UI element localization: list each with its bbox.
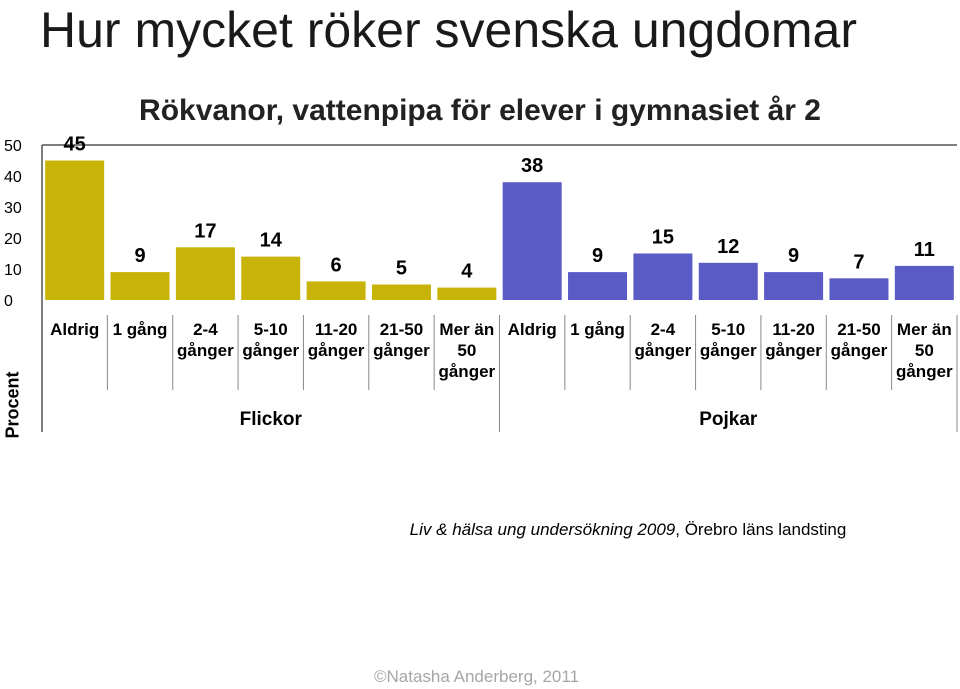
data-label: 45 (64, 134, 86, 156)
x-tick-label: 2-4 (651, 320, 676, 339)
group-label: Pojkar (699, 409, 758, 430)
bar (175, 247, 235, 300)
x-tick-label: gånger (831, 341, 888, 360)
bar (698, 262, 758, 300)
bar (241, 256, 301, 300)
bar (306, 281, 366, 300)
x-tick-label: 11-20 (315, 320, 358, 339)
x-tick-label: gånger (177, 341, 234, 360)
y-tick-label: 40 (4, 169, 22, 186)
x-tick-label: gånger (373, 341, 430, 360)
data-label: 9 (592, 245, 603, 267)
x-tick-label: gånger (896, 362, 953, 381)
bar (829, 278, 889, 300)
source-organization: , Örebro läns landsting (675, 520, 847, 539)
data-label: 14 (260, 230, 283, 252)
bar (437, 287, 497, 300)
data-label: 5 (396, 258, 407, 280)
group-label: Flickor (240, 409, 303, 430)
x-tick-label: gånger (635, 341, 692, 360)
x-tick-label: 5-10 (254, 320, 288, 339)
chart-title: Rökvanor, vattenpipa för elever i gymnas… (139, 94, 821, 127)
bar (568, 272, 628, 300)
data-label: 9 (788, 245, 799, 267)
x-tick-label: gånger (438, 362, 495, 381)
x-tick-label: gånger (308, 341, 365, 360)
data-label: 7 (853, 251, 864, 273)
y-tick-label: 30 (4, 200, 22, 217)
y-tick-label: 10 (4, 262, 22, 279)
bar (45, 160, 105, 300)
x-tick-label: Mer än (439, 320, 494, 339)
x-tick-label: Mer än (897, 320, 952, 339)
data-label: 6 (331, 254, 342, 276)
source-survey: Liv & hälsa ung undersökning 2009 (409, 520, 676, 539)
bar (110, 272, 170, 300)
data-label: 9 (134, 245, 145, 267)
x-tick-label: gånger (700, 341, 757, 360)
x-tick-label: 21-50 (380, 320, 423, 339)
x-tick-label: 1 gång (570, 320, 625, 339)
x-tick-label: 5-10 (711, 320, 745, 339)
x-tick-label: Aldrig (50, 320, 99, 339)
data-label: 17 (194, 220, 216, 242)
x-tick-label: 1 gång (113, 320, 168, 339)
slide-title: Hur mycket röker svenska ungdomar (40, 2, 857, 58)
bar (502, 182, 562, 300)
data-label: 4 (461, 261, 473, 283)
y-tick-label: 50 (4, 138, 22, 155)
y-tick-label: 20 (4, 231, 22, 248)
data-label: 38 (521, 155, 543, 177)
x-tick-label: 50 (457, 341, 476, 360)
data-label: 15 (652, 227, 674, 249)
bar (371, 284, 431, 300)
y-tick-label: 0 (4, 293, 13, 310)
x-tick-label: gånger (242, 341, 299, 360)
source-note: Liv & hälsa ung undersökning 2009, Örebr… (0, 520, 960, 540)
data-label: 12 (717, 236, 739, 258)
bar (894, 265, 954, 300)
copyright: ©Natasha Anderberg, 2011 (374, 667, 580, 686)
bar (764, 272, 824, 300)
x-tick-label: 2-4 (193, 320, 218, 339)
x-tick-label: 50 (915, 341, 934, 360)
x-tick-label: Aldrig (508, 320, 557, 339)
data-label: 11 (914, 239, 935, 261)
x-tick-label: 21-50 (837, 320, 880, 339)
x-tick-label: 11-20 (772, 320, 815, 339)
bar (633, 253, 693, 300)
x-tick-label: gånger (765, 341, 822, 360)
